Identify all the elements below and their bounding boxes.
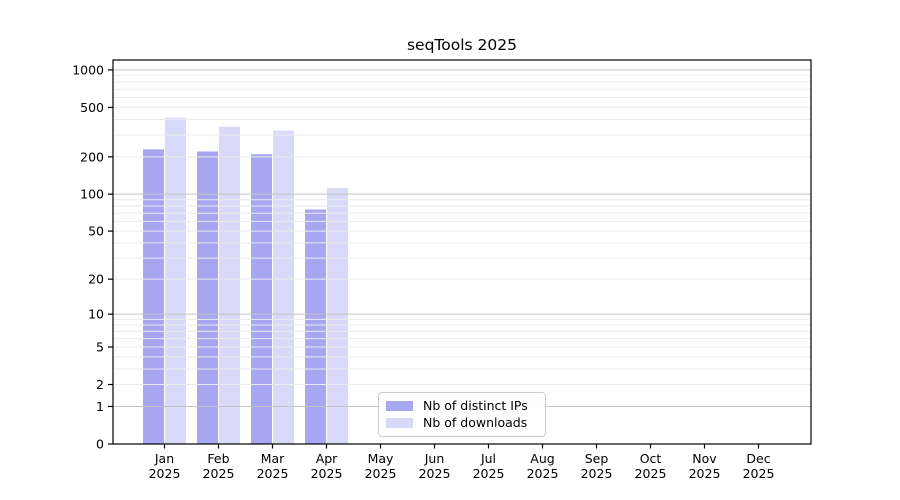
x-tick-label-jun: Jun 2025	[419, 451, 451, 481]
x-tick-label-apr: Apr 2025	[311, 451, 343, 481]
chart-title: seqTools 2025	[406, 36, 517, 54]
x-tick-label-aug: Aug 2025	[527, 451, 559, 481]
y-tick-label-10: 10	[88, 307, 104, 322]
y-tick-label-500: 500	[80, 100, 104, 115]
bar-apr-downloads	[327, 188, 348, 444]
y-axis-ticks	[108, 69, 113, 445]
plot-border	[112, 59, 812, 445]
bar-feb-downloads	[219, 126, 240, 444]
y-tick-label-200: 200	[80, 149, 104, 164]
x-tick-label-sep: Sep 2025	[581, 451, 613, 481]
x-tick-label-jan: Jan 2025	[149, 451, 181, 481]
bars-distinct-ips	[143, 149, 326, 444]
legend-swatch-distinct-ips	[386, 401, 413, 412]
bar-feb-distinct-ips	[197, 151, 218, 444]
bar-jan-downloads	[165, 117, 186, 445]
x-tick-label-dec: Dec 2025	[743, 451, 775, 481]
legend-label-distinct-ips: Nb of distinct IPs	[423, 398, 528, 413]
y-tick-label-100: 100	[80, 187, 104, 202]
x-tick-label-oct: Oct 2025	[635, 451, 667, 481]
y-tick-label-2: 2	[96, 377, 104, 392]
x-tick-label-jul: Jul 2025	[473, 451, 505, 481]
y-tick-label-0: 0	[96, 437, 104, 452]
y-tick-label-1: 1	[96, 399, 104, 414]
x-tick-label-mar: Mar 2025	[257, 451, 289, 481]
bar-jan-distinct-ips	[143, 149, 164, 444]
legend-row-distinct-ips: Nb of distinct IPs	[386, 398, 537, 413]
y-tick-label-50: 50	[88, 224, 104, 239]
x-tick-labels: Jan 2025 Feb 2025 Mar 2025 Apr 2025 May 2025 Jun 20…	[149, 451, 775, 481]
y-tick-label-1000: 1000	[72, 62, 104, 77]
y-tick-label-5: 5	[96, 339, 104, 354]
y-tick-labels: 0 1 2 5 10 20 50 100 200 500 1000	[72, 62, 104, 451]
x-tick-label-nov: Nov 2025	[689, 451, 721, 481]
legend: Nb of distinct IPs Nb of downloads	[378, 392, 546, 437]
x-tick-label-feb: Feb 2025	[203, 451, 235, 481]
gridlines-minor	[113, 75, 811, 386]
bar-apr-distinct-ips	[305, 209, 326, 444]
bar-mar-distinct-ips	[251, 154, 272, 444]
legend-swatch-downloads	[386, 417, 413, 428]
bar-mar-downloads	[273, 130, 294, 445]
y-tick-label-20: 20	[88, 272, 104, 287]
legend-label-downloads: Nb of downloads	[423, 414, 528, 430]
legend-row-downloads: Nb of downloads	[386, 414, 537, 430]
x-axis-ticks	[163, 444, 760, 449]
x-tick-label-may: May 2025	[365, 451, 397, 481]
